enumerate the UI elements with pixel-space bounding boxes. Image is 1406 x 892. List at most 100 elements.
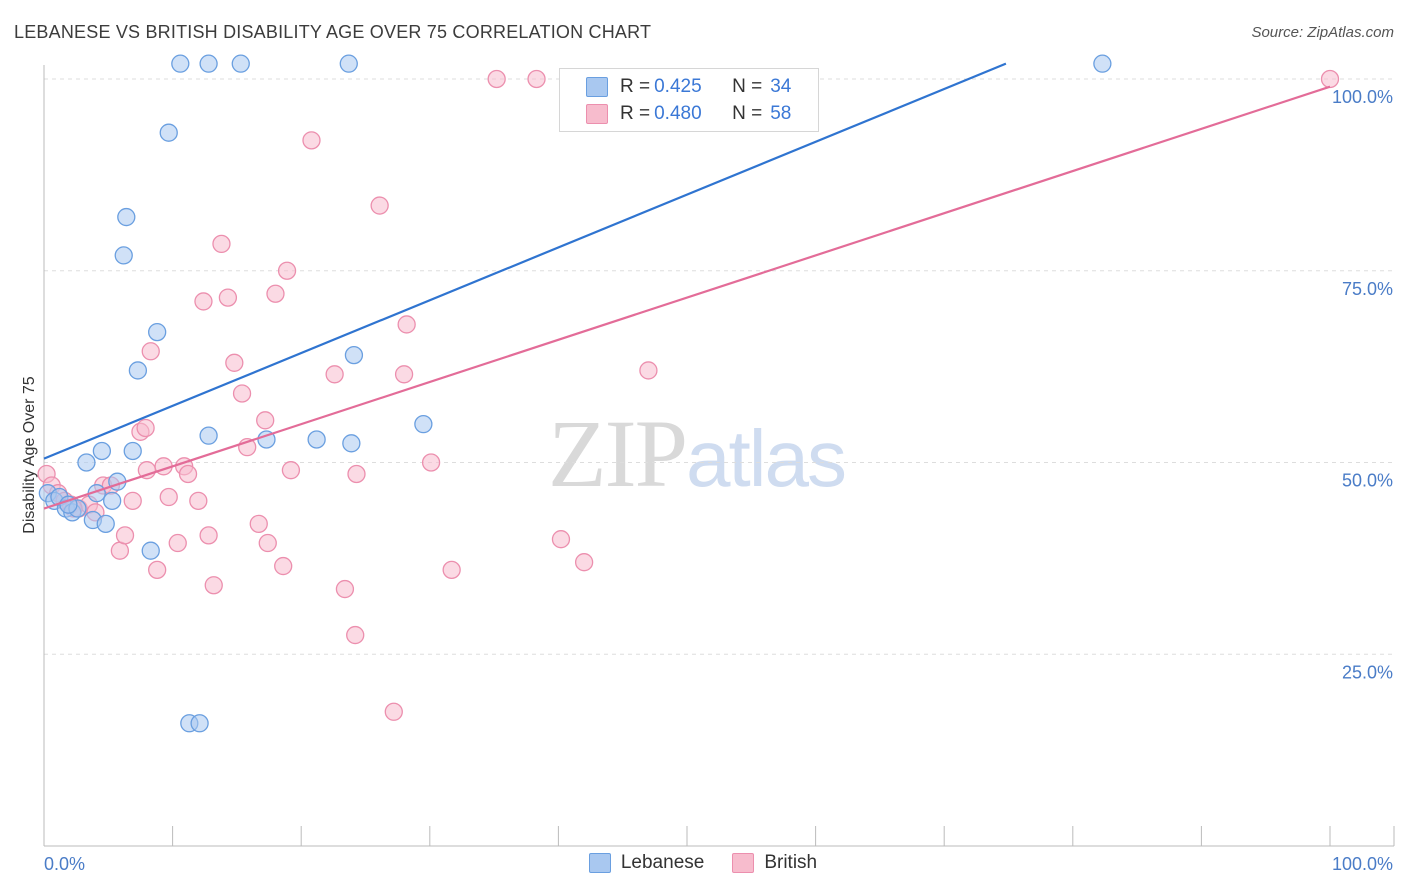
british-point [442, 560, 461, 580]
british-point [225, 353, 244, 372]
y-tick-label: 50.0% [1342, 471, 1393, 491]
tick-labels: 25.0% 50.0% 75.0% 100.0% 0.0% 100.0% [44, 87, 1393, 874]
lebanese-point [159, 123, 178, 142]
axes [43, 65, 1395, 847]
legend-n-label: N = [732, 76, 763, 97]
lebanese-point [342, 434, 361, 453]
legend-r-value: 0.480 [654, 103, 702, 124]
legend-row-british: R = 0.480 N = 58 [560, 101, 791, 127]
lebanese-point [59, 495, 78, 514]
legend-row-lebanese: R = 0.425 N = 34 [560, 74, 791, 100]
british-point [639, 361, 658, 380]
y-tick-label: 100.0% [1332, 87, 1393, 107]
lebanese-point [190, 714, 209, 733]
british-point [218, 288, 238, 307]
x-tick-label: 0.0% [44, 854, 85, 874]
british-point [189, 491, 208, 511]
lebanese-point [141, 541, 160, 560]
legend-item-lebanese[interactable]: Lebanese [588, 852, 705, 874]
lebanese-swatch [586, 77, 608, 97]
lebanese-point [199, 426, 218, 445]
lebanese-point [114, 246, 133, 265]
british-point [232, 384, 252, 403]
lebanese-point [231, 54, 250, 73]
series-legend: Lebanese British [0, 852, 1406, 874]
lebanese-point [123, 441, 142, 461]
lebanese-point [117, 207, 136, 227]
british-point [346, 625, 365, 645]
british-point [136, 418, 155, 438]
y-tick-label: 25.0% [1342, 662, 1393, 682]
british-points [37, 69, 1340, 721]
lebanese-point [128, 361, 148, 380]
lebanese-point [344, 345, 364, 365]
british-point [258, 533, 277, 553]
legend-n-value: 34 [770, 76, 792, 97]
british-point [370, 196, 389, 215]
legend-r-value: 0.425 [654, 76, 702, 97]
lebanese-trend-line [43, 62, 1007, 460]
british-point [394, 365, 414, 384]
lebanese-point [171, 54, 190, 73]
british-point [159, 487, 178, 507]
british-point [397, 315, 416, 334]
lebanese-legend-label: Lebanese [620, 852, 705, 873]
lebanese-point [199, 54, 218, 73]
british-point [574, 553, 594, 572]
british-point [204, 576, 223, 595]
british-point [123, 491, 142, 511]
british-point [335, 579, 355, 599]
legend-n-value: 58 [770, 103, 792, 124]
chart-title: LEBANESE VS BRITISH DISABILITY AGE OVER … [14, 22, 652, 42]
x-tick-label: 100.0% [1332, 854, 1393, 874]
british-point [194, 292, 213, 311]
british-legend-label: British [764, 852, 818, 873]
british-point [148, 560, 167, 580]
grid-lines [44, 78, 1394, 655]
british-point [256, 411, 275, 430]
legend-item-british[interactable]: British [732, 852, 817, 874]
british-point [302, 131, 321, 150]
british-swatch [586, 104, 608, 124]
y-axis-label: Disability Age Over 75 [21, 376, 38, 534]
lebanese-point [1093, 54, 1112, 73]
british-point [266, 284, 285, 303]
y-tick-label: 75.0% [1342, 279, 1393, 299]
correlation-legend: R = 0.425 N = 34 R = 0.480 N = 58 [559, 68, 819, 132]
lebanese-point [339, 54, 358, 73]
lebanese-point [103, 491, 122, 511]
legend-r-label: R = [620, 103, 651, 124]
british-point [178, 464, 198, 484]
british-point [347, 464, 366, 484]
lebanese-point [414, 414, 433, 434]
british-point [1320, 69, 1340, 89]
lebanese-point [92, 441, 112, 461]
british-point [527, 69, 546, 89]
british-point [551, 530, 571, 549]
british-legend-swatch [732, 853, 755, 873]
british-point [487, 69, 506, 89]
british-point [384, 702, 403, 721]
lebanese-point [307, 430, 326, 449]
legend-n-label: N = [732, 103, 763, 124]
british-point [141, 342, 160, 361]
british-point [274, 556, 293, 576]
british-point [249, 514, 268, 534]
british-point [168, 533, 187, 553]
british-point [115, 526, 135, 545]
lebanese-legend-swatch [588, 853, 611, 873]
trend-lines [43, 62, 1331, 510]
legend-r-label: R = [620, 76, 651, 97]
british-point [277, 261, 297, 280]
british-point [325, 365, 344, 384]
british-point [421, 453, 441, 472]
british-point [199, 526, 218, 545]
british-point [110, 541, 130, 560]
source-label: Source: ZipAtlas.com [1251, 24, 1394, 41]
lebanese-point [96, 514, 115, 534]
lebanese-points [38, 54, 1112, 733]
british-point [281, 461, 301, 480]
british-trend-line [43, 85, 1331, 510]
lebanese-point [148, 322, 167, 342]
